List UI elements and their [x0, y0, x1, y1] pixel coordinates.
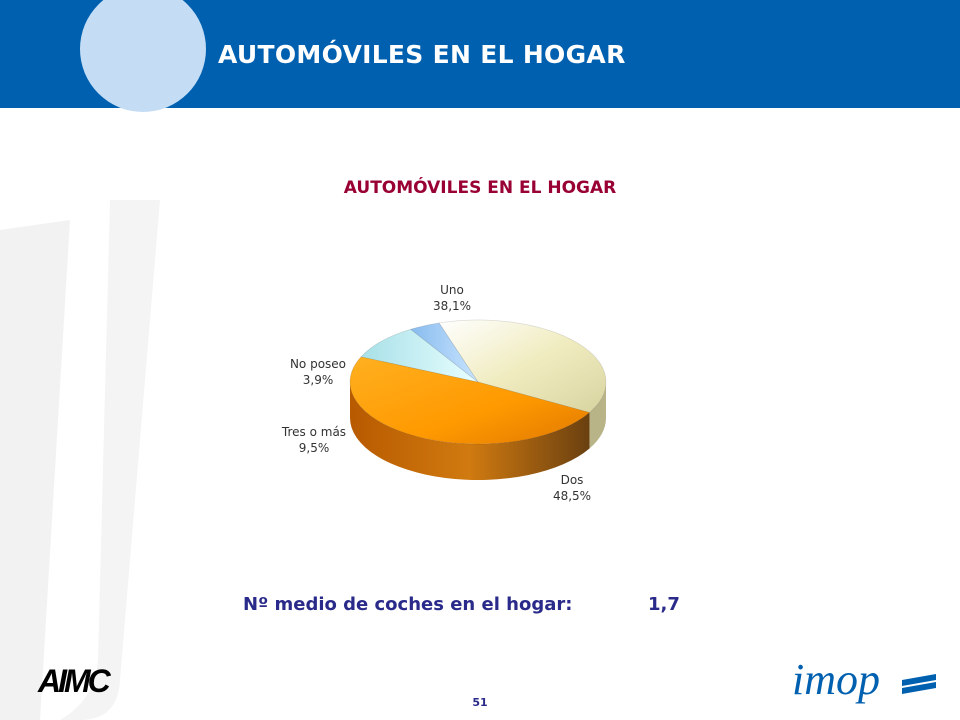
- pie-slice-uno: [438, 319, 607, 413]
- average-cars-label: Nº medio de coches en el hogar:: [243, 594, 573, 615]
- svg-text:AIMC: AIMC: [37, 664, 112, 696]
- pie-label-dos: Dos 48,5%: [553, 473, 591, 503]
- pie-slice-no-poseo: [409, 322, 479, 383]
- pie-side-uno: [589, 382, 606, 449]
- page-title: AUTOMÓVILES EN EL HOGAR: [218, 40, 626, 69]
- header-decorative-circle: [80, 0, 206, 112]
- pie-label-uno: Uno 38,1%: [433, 283, 471, 313]
- pie-label-tres-o-mas: Tres o más 9,5%: [281, 425, 346, 455]
- chart-title: AUTOMÓVILES EN EL HOGAR: [343, 178, 617, 198]
- svg-text:imop: imop: [792, 655, 880, 704]
- pie-label-no-poseo: No poseo 3,9%: [290, 357, 346, 387]
- pie-slice-dos: [349, 356, 591, 445]
- watermark-graphic: [0, 200, 160, 720]
- pie-slice-tres-o-mas: [360, 328, 479, 383]
- pie-side-dos: [350, 382, 590, 480]
- aimc-logo: AIMC: [37, 664, 115, 696]
- pie-chart: Uno 38,1% Dos 48,5% Tres o más 9,5% No poseo 3,…: [281, 283, 607, 503]
- page-number: 51: [472, 696, 488, 709]
- average-cars-value: 1,7: [648, 594, 680, 615]
- imop-logo: imop: [792, 655, 936, 704]
